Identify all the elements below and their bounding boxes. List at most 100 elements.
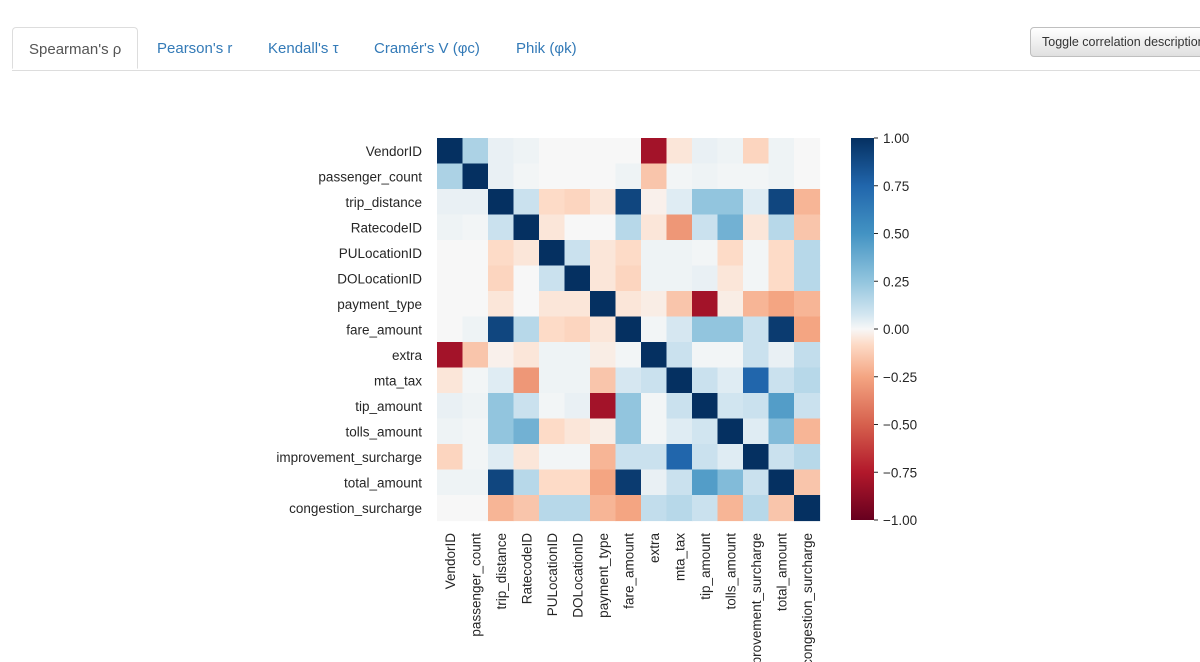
heatmap-cell	[437, 469, 464, 496]
heatmap-cell	[666, 495, 693, 522]
heatmap-cell	[794, 316, 821, 343]
colorbar	[851, 138, 874, 520]
heatmap-cell	[564, 367, 591, 394]
heatmap-cell	[590, 342, 617, 369]
heatmap-cell	[513, 495, 540, 522]
heatmap-cell	[717, 240, 744, 267]
tab-spearman[interactable]: Spearman's ρ	[12, 27, 139, 69]
heatmap-cell	[717, 291, 744, 318]
heatmap-cell	[437, 138, 464, 165]
heatmap-cell	[462, 291, 489, 318]
heatmap-cell	[437, 342, 464, 369]
column-label: improvement_surcharge	[749, 533, 764, 662]
heatmap-cell	[794, 163, 821, 190]
row-label: trip_distance	[345, 195, 422, 210]
heatmap-cell	[564, 138, 591, 165]
heatmap-cell	[590, 418, 617, 445]
row-label: tolls_amount	[345, 424, 422, 439]
heatmap-cell	[615, 138, 642, 165]
heatmap-cell	[488, 163, 515, 190]
heatmap-cell	[641, 138, 668, 165]
heatmap-cell	[743, 444, 770, 471]
column-label: payment_type	[596, 533, 611, 618]
heatmap-cell	[692, 189, 719, 216]
heatmap-cell	[692, 444, 719, 471]
column-label: total_amount	[774, 533, 789, 611]
heatmap-cell	[768, 444, 795, 471]
heatmap-cell	[437, 393, 464, 420]
heatmap-cell	[692, 316, 719, 343]
heatmap-cell	[437, 163, 464, 190]
heatmap-cell	[768, 342, 795, 369]
heatmap-cell	[641, 214, 668, 241]
heatmap-cell	[615, 367, 642, 394]
heatmap-cell	[564, 189, 591, 216]
heatmap-cell	[794, 469, 821, 496]
heatmap-cell	[717, 163, 744, 190]
heatmap-cell	[590, 469, 617, 496]
heatmap-cell	[564, 291, 591, 318]
heatmap-cell	[615, 316, 642, 343]
heatmap-cell	[437, 265, 464, 292]
heatmap-cell	[768, 240, 795, 267]
row-label: improvement_surcharge	[276, 450, 422, 465]
heatmap-cell	[615, 342, 642, 369]
toggle-correlation-descriptions-button[interactable]: Toggle correlation descriptions	[1030, 27, 1200, 57]
heatmap-cell	[513, 316, 540, 343]
heatmap-cell	[641, 367, 668, 394]
heatmap-cell	[539, 189, 566, 216]
heatmap-cell	[488, 214, 515, 241]
row-label: passenger_count	[318, 169, 422, 184]
column-label: congestion_surcharge	[800, 533, 815, 662]
heatmap-cell	[462, 163, 489, 190]
heatmap-cell	[768, 163, 795, 190]
heatmap-cell	[437, 367, 464, 394]
heatmap-cell	[794, 342, 821, 369]
column-label: DOLocationID	[570, 533, 585, 618]
heatmap-cell	[743, 163, 770, 190]
heatmap-cell	[615, 418, 642, 445]
heatmap-cell	[437, 189, 464, 216]
colorbar-tick-label: 0.00	[883, 322, 909, 337]
heatmap-cell	[590, 495, 617, 522]
colorbar-tick-label: 1.00	[883, 131, 909, 146]
heatmap-cell	[641, 469, 668, 496]
heatmap-cell	[768, 265, 795, 292]
colorbar-tick-label: 0.25	[883, 274, 909, 289]
heatmap-cell	[717, 342, 744, 369]
heatmap-cell	[539, 393, 566, 420]
heatmap-cell	[641, 316, 668, 343]
tab-cramers-v[interactable]: Cramér's V (φc)	[374, 40, 480, 57]
heatmap-cell	[768, 316, 795, 343]
heatmap-cell	[564, 163, 591, 190]
heatmap-cell	[768, 291, 795, 318]
heatmap-cell	[794, 393, 821, 420]
heatmap-cell	[768, 418, 795, 445]
heatmap-cell	[513, 138, 540, 165]
tab-kendall[interactable]: Kendall's τ	[268, 40, 339, 57]
heatmap-cell	[462, 138, 489, 165]
row-label: DOLocationID	[337, 271, 422, 286]
row-label: fare_amount	[346, 322, 422, 337]
row-label: extra	[392, 348, 423, 363]
heatmap-cell	[794, 265, 821, 292]
tab-phik[interactable]: Phik (φk)	[516, 40, 577, 57]
column-label: trip_distance	[494, 533, 509, 610]
heatmap-cell	[564, 418, 591, 445]
heatmap-cell	[615, 393, 642, 420]
heatmap-cell	[564, 444, 591, 471]
heatmap-cell	[513, 240, 540, 267]
heatmap-cell	[564, 342, 591, 369]
heatmap-cell	[539, 265, 566, 292]
heatmap-cell	[462, 367, 489, 394]
tab-pearson[interactable]: Pearson's r	[157, 40, 233, 57]
heatmap-cell	[615, 291, 642, 318]
colorbar-tick-label: 0.50	[883, 227, 909, 242]
heatmap-cell	[488, 495, 515, 522]
heatmap-cell	[462, 342, 489, 369]
heatmap-cell	[513, 265, 540, 292]
colorbar-tick-label: −0.75	[883, 465, 917, 480]
heatmap-cell	[692, 393, 719, 420]
heatmap-cell	[717, 495, 744, 522]
